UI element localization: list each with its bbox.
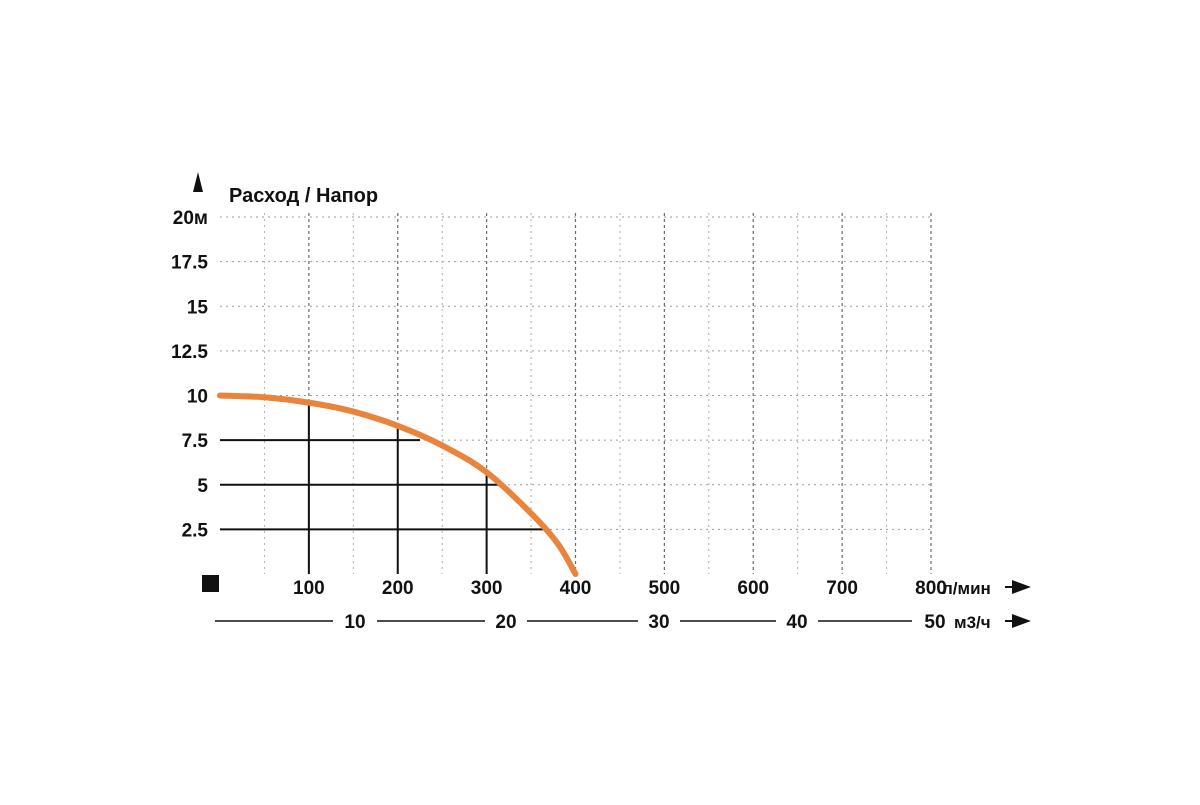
x-tick-label: 600 bbox=[737, 578, 769, 599]
x2-tick-label: 20 bbox=[495, 612, 516, 633]
x-tick-label: 200 bbox=[382, 578, 414, 599]
x2-axis-arrow-icon bbox=[1012, 614, 1031, 628]
x2-tick-label: 10 bbox=[344, 612, 365, 633]
x-axis-unit: л/мин bbox=[942, 579, 991, 598]
y-axis-arrow-icon bbox=[193, 172, 203, 192]
y-tick-label: 10 bbox=[187, 387, 208, 408]
series-curve bbox=[217, 392, 579, 577]
x2-tick-label: 40 bbox=[786, 612, 807, 633]
x-tick-label: 500 bbox=[649, 578, 681, 599]
y-tick-label: 15 bbox=[187, 297, 209, 318]
x-axis-arrow-icon bbox=[1012, 580, 1031, 594]
x-tick-label: 400 bbox=[560, 578, 592, 599]
x2-tick-label: 30 bbox=[648, 612, 669, 633]
x2-axis-unit: м3/ч bbox=[954, 613, 991, 632]
y-tick-label: 2.5 bbox=[182, 520, 209, 541]
y-tick-label: 20м bbox=[173, 208, 208, 229]
y-tick-label: 17.5 bbox=[171, 253, 208, 274]
x-tick-label: 700 bbox=[826, 578, 858, 599]
chart-title: Расход / Напор bbox=[229, 185, 378, 207]
y-tick-label: 12.5 bbox=[171, 342, 208, 363]
y-tick-label: 7.5 bbox=[182, 431, 209, 452]
origin-square-icon bbox=[202, 575, 219, 592]
x-tick-label: 100 bbox=[293, 578, 325, 599]
y-tick-label: 5 bbox=[197, 476, 208, 497]
x-tick-label: 300 bbox=[471, 578, 503, 599]
x-tick-label: 800 bbox=[915, 578, 947, 599]
x2-tick-label: 50 bbox=[924, 612, 945, 633]
